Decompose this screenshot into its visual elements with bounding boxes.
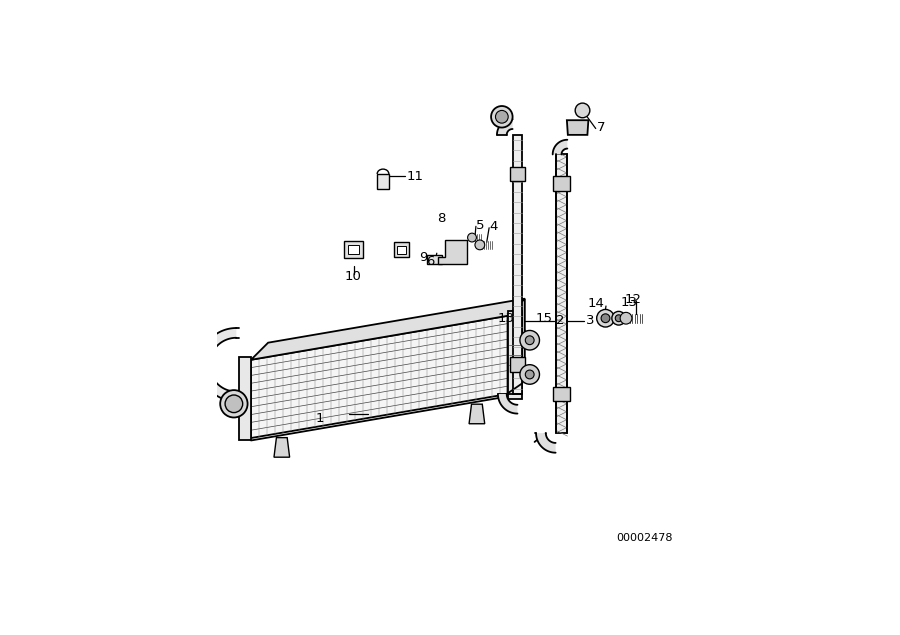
Text: 00002478: 00002478 — [616, 533, 673, 544]
Text: 11: 11 — [407, 170, 424, 183]
Polygon shape — [536, 433, 555, 453]
Polygon shape — [348, 245, 359, 255]
Polygon shape — [251, 316, 508, 438]
Circle shape — [597, 309, 615, 327]
Polygon shape — [469, 404, 485, 424]
Text: 12: 12 — [625, 293, 642, 306]
Circle shape — [520, 330, 539, 350]
Circle shape — [616, 315, 622, 322]
Circle shape — [475, 240, 485, 250]
Circle shape — [601, 314, 610, 323]
Text: 1: 1 — [315, 412, 324, 425]
Polygon shape — [437, 240, 467, 264]
Polygon shape — [513, 135, 522, 394]
Polygon shape — [345, 241, 363, 258]
Text: 4: 4 — [490, 220, 498, 233]
Circle shape — [496, 110, 508, 123]
Circle shape — [526, 370, 534, 379]
Polygon shape — [394, 243, 410, 257]
Text: 9: 9 — [418, 251, 427, 264]
Circle shape — [526, 336, 534, 345]
Text: 7: 7 — [598, 121, 606, 134]
Polygon shape — [555, 154, 567, 433]
Text: 15: 15 — [536, 312, 552, 325]
Polygon shape — [200, 328, 237, 401]
Text: 8: 8 — [437, 213, 446, 225]
Text: 14: 14 — [588, 297, 605, 310]
Text: 2: 2 — [555, 314, 564, 327]
Text: 13: 13 — [621, 296, 637, 309]
Circle shape — [612, 311, 625, 325]
Circle shape — [491, 106, 513, 128]
Polygon shape — [498, 394, 518, 413]
Polygon shape — [238, 358, 251, 441]
Polygon shape — [427, 255, 442, 264]
Polygon shape — [567, 120, 589, 135]
Circle shape — [225, 395, 243, 413]
Circle shape — [520, 364, 539, 384]
Text: 13: 13 — [498, 312, 515, 325]
Text: 10: 10 — [345, 270, 361, 283]
Circle shape — [620, 312, 632, 324]
Text: 3: 3 — [587, 314, 595, 327]
Polygon shape — [508, 298, 525, 394]
Polygon shape — [508, 311, 522, 399]
Text: 5: 5 — [476, 219, 485, 232]
Polygon shape — [553, 140, 567, 154]
Polygon shape — [274, 438, 290, 457]
Polygon shape — [251, 298, 525, 360]
Polygon shape — [553, 387, 571, 401]
Circle shape — [220, 390, 248, 417]
Polygon shape — [510, 358, 525, 372]
Polygon shape — [397, 246, 406, 254]
Circle shape — [575, 103, 590, 117]
Text: 6: 6 — [426, 255, 435, 267]
Polygon shape — [497, 119, 513, 135]
Polygon shape — [553, 177, 571, 191]
Polygon shape — [510, 166, 525, 182]
Polygon shape — [377, 174, 389, 189]
Circle shape — [468, 233, 476, 242]
